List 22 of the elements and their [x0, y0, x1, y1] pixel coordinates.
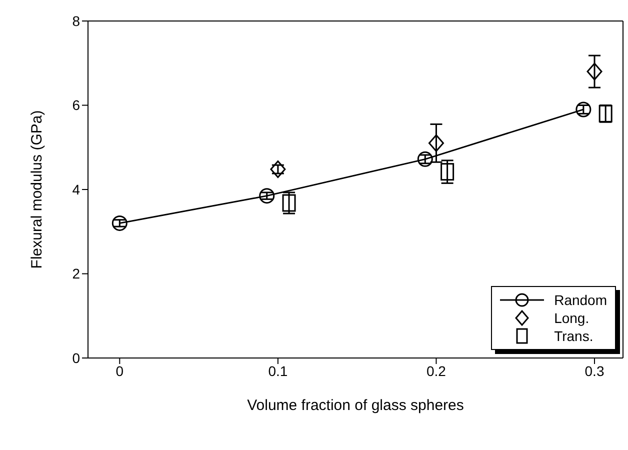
point [259, 188, 275, 204]
x-tick-label: 0.3 [584, 362, 604, 379]
y-tick-label: 0 [72, 350, 80, 366]
y-axis-title: Flexural modulus (GPa) [28, 110, 46, 269]
point [440, 163, 454, 181]
x-axis-title: Volume fraction of glass spheres [247, 397, 464, 414]
x-tick-label: 0.1 [268, 362, 288, 379]
y-tick-label: 8 [72, 12, 80, 29]
legend-label: Long. [554, 310, 590, 326]
legend-label: Trans. [554, 328, 594, 344]
point [270, 160, 286, 178]
legend-label: Random [554, 292, 607, 308]
x-tick-label: 0 [116, 362, 124, 379]
point [112, 215, 128, 231]
point [586, 62, 602, 80]
x-tick-label: 0.2 [426, 362, 446, 379]
y-tick-label: 2 [72, 266, 80, 282]
y-tick-label: 4 [72, 181, 80, 198]
point [428, 134, 444, 152]
y-tick-label: 6 [72, 97, 80, 114]
point [282, 194, 296, 212]
point [576, 102, 592, 118]
